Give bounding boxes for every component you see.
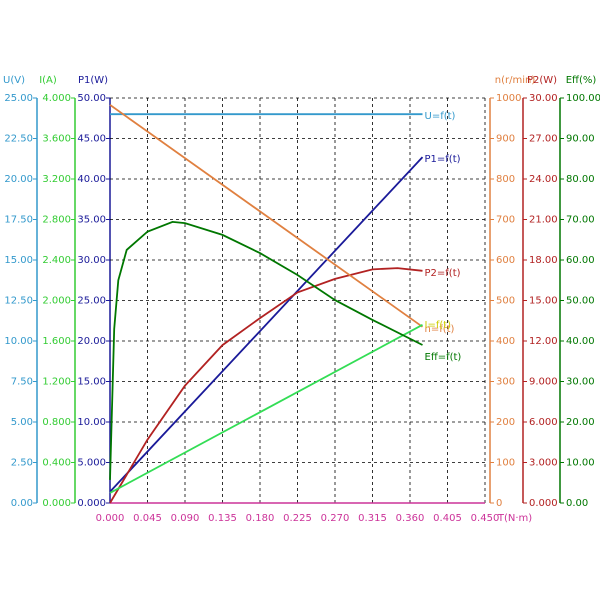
x-tick-label: 0.450 <box>471 513 500 524</box>
y-tick-label: 0.000 <box>529 498 558 509</box>
y-tick-label: 12.00 <box>529 336 558 347</box>
x-tick-label: 0.360 <box>396 513 425 524</box>
y-axis-title: P2(W) <box>527 75 557 86</box>
y-tick-label: 0.000 <box>42 498 71 509</box>
series-label: I=f(t) <box>425 320 452 331</box>
series-label: Eff=f(t) <box>425 352 462 363</box>
series-label: P1=f(t) <box>425 154 461 165</box>
y-axis-title: P1(W) <box>78 75 108 86</box>
y-tick-label: 30.00 <box>566 377 595 388</box>
y-tick-label: 300 <box>496 377 515 388</box>
y-tick-label: 800 <box>496 174 515 185</box>
y-tick-label: 10.00 <box>77 417 106 428</box>
y-tick-label: 10.00 <box>566 458 595 469</box>
y-tick-label: 600 <box>496 255 515 266</box>
y-axis-title: I(A) <box>39 75 57 86</box>
x-tick-label: 0.000 <box>96 513 125 524</box>
y-tick-label: 30.00 <box>529 93 558 104</box>
y-tick-label: 1.200 <box>42 377 71 388</box>
y-tick-label: 700 <box>496 215 515 226</box>
y-tick-label: 400 <box>496 336 515 347</box>
x-tick-label: 0.270 <box>321 513 350 524</box>
series-line <box>109 220 423 480</box>
y-tick-label: 7.50 <box>11 377 33 388</box>
y-tick-label: 21.00 <box>529 215 558 226</box>
y-tick-label: 3.000 <box>529 458 558 469</box>
y-tick-label: 20.00 <box>4 174 33 185</box>
y-axis-title: Eff(%) <box>566 75 597 86</box>
x-tick-label: 0.315 <box>358 513 387 524</box>
x-tick-label: 0.180 <box>246 513 275 524</box>
y-tick-label: 0 <box>496 498 502 509</box>
y-axis-title: U(V) <box>3 75 25 86</box>
y-tick-label: 15.00 <box>529 296 558 307</box>
y-tick-label: 2.000 <box>42 296 71 307</box>
series-label: n=f(t) <box>425 324 455 335</box>
y-tick-label: 15.00 <box>4 255 33 266</box>
x-axis-title: T(N·m) <box>497 513 532 524</box>
x-tick-label: 0.045 <box>133 513 162 524</box>
y-axis-title: n(r/min) <box>495 75 536 86</box>
y-tick-label: 500 <box>496 296 515 307</box>
y-tick-label: 70.00 <box>566 215 595 226</box>
y-tick-label: 40.00 <box>566 336 595 347</box>
y-tick-label: 6.000 <box>529 417 558 428</box>
y-tick-label: 50.00 <box>77 93 106 104</box>
x-tick-label: 0.135 <box>208 513 237 524</box>
x-tick-label: 0.090 <box>171 513 200 524</box>
y-tick-label: 0.00 <box>11 498 33 509</box>
y-tick-label: 3.200 <box>42 174 71 185</box>
y-tick-label: 40.00 <box>77 174 106 185</box>
x-tick-label: 0.225 <box>283 513 312 524</box>
y-tick-label: 20.00 <box>77 336 106 347</box>
y-tick-label: 60.00 <box>566 255 595 266</box>
y-tick-label: 24.00 <box>529 174 558 185</box>
series-line <box>109 156 424 493</box>
y-tick-label: 45.00 <box>77 134 106 145</box>
y-tick-label: 9.000 <box>529 377 558 388</box>
y-tick-label: 5.00 <box>11 417 33 428</box>
y-tick-label: 12.50 <box>4 296 33 307</box>
y-tick-label: 35.00 <box>77 215 106 226</box>
y-tick-label: 25.00 <box>4 93 33 104</box>
y-tick-label: 5.000 <box>77 458 106 469</box>
y-tick-label: 3.600 <box>42 134 71 145</box>
y-tick-label: 4.000 <box>42 93 71 104</box>
y-tick-label: 80.00 <box>566 174 595 185</box>
y-tick-label: 1.600 <box>42 336 71 347</box>
series-line <box>109 324 423 494</box>
y-tick-label: 900 <box>496 134 515 145</box>
y-tick-label: 2.50 <box>11 458 33 469</box>
series-label: U=f(t) <box>425 111 456 122</box>
y-tick-label: 30.00 <box>77 255 106 266</box>
y-tick-label: 20.00 <box>566 417 595 428</box>
y-tick-label: 50.00 <box>566 296 595 307</box>
y-tick-label: 27.00 <box>529 134 558 145</box>
series-line <box>109 267 423 504</box>
y-tick-label: 90.00 <box>566 134 595 145</box>
y-tick-label: 0.000 <box>77 498 106 509</box>
y-tick-label: 22.50 <box>4 134 33 145</box>
x-tick-label: 0.405 <box>433 513 462 524</box>
y-tick-label: 100 <box>496 458 515 469</box>
y-tick-label: 0.00 <box>566 498 588 509</box>
y-tick-label: 0.400 <box>42 458 71 469</box>
y-tick-label: 100.00 <box>566 93 600 104</box>
y-tick-label: 200 <box>496 417 515 428</box>
y-tick-label: 15.00 <box>77 377 106 388</box>
y-tick-label: 0.800 <box>42 417 71 428</box>
y-tick-label: 18.00 <box>529 255 558 266</box>
y-tick-label: 10.00 <box>4 336 33 347</box>
y-tick-label: 25.00 <box>77 296 106 307</box>
series-label: P2=f(t) <box>425 268 461 279</box>
y-tick-label: 2.800 <box>42 215 71 226</box>
series-line <box>109 104 424 328</box>
y-tick-label: 2.400 <box>42 255 71 266</box>
y-tick-label: 1000 <box>496 93 521 104</box>
y-tick-label: 17.50 <box>4 215 33 226</box>
